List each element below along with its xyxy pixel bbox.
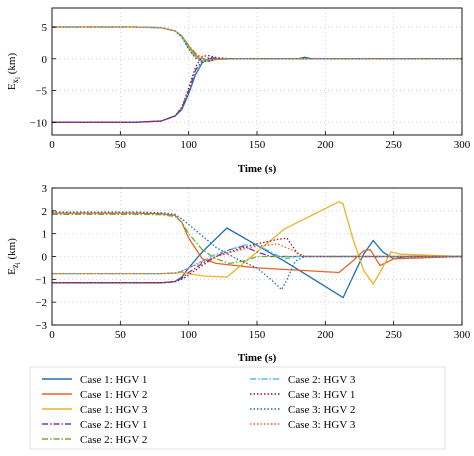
y-tick-label: 1	[42, 229, 48, 241]
legend-label: Case 1: HGV 3	[80, 404, 148, 416]
legend-label: Case 1: HGV 2	[80, 389, 147, 401]
x-tick-label: 100	[180, 329, 197, 341]
y-tick-label: 0	[42, 54, 48, 66]
series-line-1	[52, 227, 462, 299]
legend-label: Case 3: HGV 2	[288, 404, 355, 416]
y-tick-label: −10	[30, 117, 48, 129]
y-axis-label: Ezi (km)	[6, 238, 22, 275]
x-axis-label: Time (s)	[238, 352, 277, 364]
y-tick-label: 2	[42, 206, 48, 218]
series-line-2	[52, 212, 462, 274]
x-tick-label: 250	[385, 329, 402, 341]
x-tick-label: 0	[49, 329, 55, 341]
top-panel: 0 50 100 150 200 250 300 −10 −5 0 5 Time (s) Exi (km…	[6, 7, 471, 175]
x-tick-label: 200	[317, 139, 334, 151]
y-tick-label: 3	[42, 183, 48, 195]
x-tick-label: 300	[454, 329, 471, 341]
x-tick-label: 150	[249, 329, 266, 341]
x-tick-label: 50	[115, 139, 127, 151]
y-axis-label: Exi (km)	[6, 53, 22, 91]
legend-label: Case 3: HGV 1	[288, 389, 355, 401]
y-tick-label: −2	[35, 297, 47, 309]
series-line-9	[52, 243, 462, 275]
series-line-8	[52, 211, 462, 291]
legend-label: Case 1: HGV 1	[80, 374, 147, 386]
legend-label: Case 2: HGV 3	[288, 374, 356, 386]
series-line-3	[52, 201, 462, 285]
y-tick-label: 0	[42, 252, 48, 264]
legend-label: Case 2: HGV 1	[80, 419, 147, 431]
bottom-panel: 0 50 100 150 200 250 300 −3 −2 −1 0 1 2 3 Time (s) Ezi …	[6, 183, 471, 364]
x-tick-label: 100	[180, 139, 197, 151]
legend: Case 1: HGV 1 Case 1: HGV 2 Case 1: HGV 3 C…	[29, 366, 446, 450]
x-tick-label: 50	[115, 329, 127, 341]
x-axis-label: Time (s)	[238, 163, 277, 175]
series-line-5	[52, 213, 462, 265]
x-tick-label: 150	[249, 139, 266, 151]
series-line-8	[52, 26, 462, 63]
legend-box	[29, 366, 446, 450]
legend-label: Case 2: HGV 2	[80, 434, 147, 446]
y-tick-label: −1	[35, 274, 47, 286]
x-tick-label: 0	[49, 139, 55, 151]
x-tick-label: 300	[454, 139, 471, 151]
series-line-4	[52, 56, 462, 123]
x-tick-label: 200	[317, 329, 334, 341]
y-tick-label: 5	[42, 22, 48, 34]
series-line-7	[52, 237, 462, 284]
x-tick-label: 250	[385, 139, 402, 151]
series-line-6	[52, 26, 462, 62]
y-tick-label: −5	[35, 86, 47, 98]
y-tick-label: −3	[35, 320, 47, 332]
series-line-9	[52, 26, 462, 61]
series-group	[52, 201, 462, 299]
legend-label: Case 3: HGV 3	[288, 419, 356, 431]
series-group	[52, 26, 462, 123]
series-line-6	[52, 244, 462, 275]
